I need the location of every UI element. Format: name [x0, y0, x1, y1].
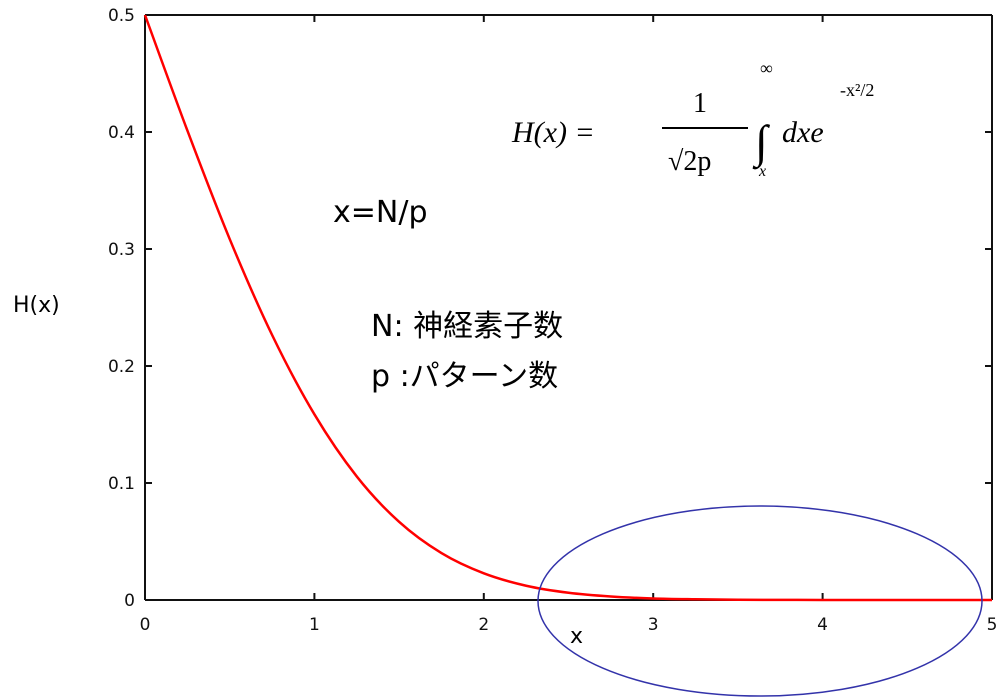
y-tick-label: 0.2: [108, 357, 135, 377]
n-definition-annotation: N: 神経素子数: [371, 309, 563, 344]
p-definition-annotation: p :パターン数: [371, 359, 558, 394]
integral-sign: ∫: [752, 116, 770, 170]
ratio-annotation: x=N/p: [333, 195, 427, 230]
formula-lhs: H(x) =: [511, 116, 595, 149]
plot-frame: [144, 14, 993, 601]
x-axis-label: x: [570, 624, 583, 649]
y-tick-label: 0.4: [108, 123, 135, 143]
y-axis-label: H(x): [13, 293, 60, 318]
y-tick-label: 0.3: [108, 240, 135, 260]
y-tick-label: 0: [124, 591, 135, 611]
x-tick-label: 2: [478, 615, 489, 635]
y-tick-label: 0.5: [108, 6, 135, 26]
highlight-ellipse: [537, 505, 983, 697]
formula-exponent: -x²/2: [840, 80, 874, 100]
ticks: [144, 14, 993, 601]
x-tick-label: 5: [987, 615, 998, 635]
integral-upper-limit: ∞: [760, 58, 773, 78]
x-tick-label: 1: [309, 615, 320, 635]
formula-numerator: 1: [693, 88, 707, 119]
integrand: dxe: [782, 116, 824, 149]
y-tick-label: 0.1: [108, 474, 135, 494]
x-tick-label: 0: [140, 615, 151, 635]
integral-lower-limit: x: [758, 163, 766, 180]
formula: H(x) = 1 √2p ∞ ∫ x dxe -x²/2: [511, 58, 874, 180]
x-tick-label: 3: [648, 615, 659, 635]
formula-denominator: √2p: [668, 146, 711, 177]
tick-labels: 0 1 2 3 4 5 0 0.1 0.2 0.3 0.4 0.5: [108, 6, 997, 635]
x-tick-label: 4: [817, 615, 828, 635]
series-line: [143, 14, 992, 602]
